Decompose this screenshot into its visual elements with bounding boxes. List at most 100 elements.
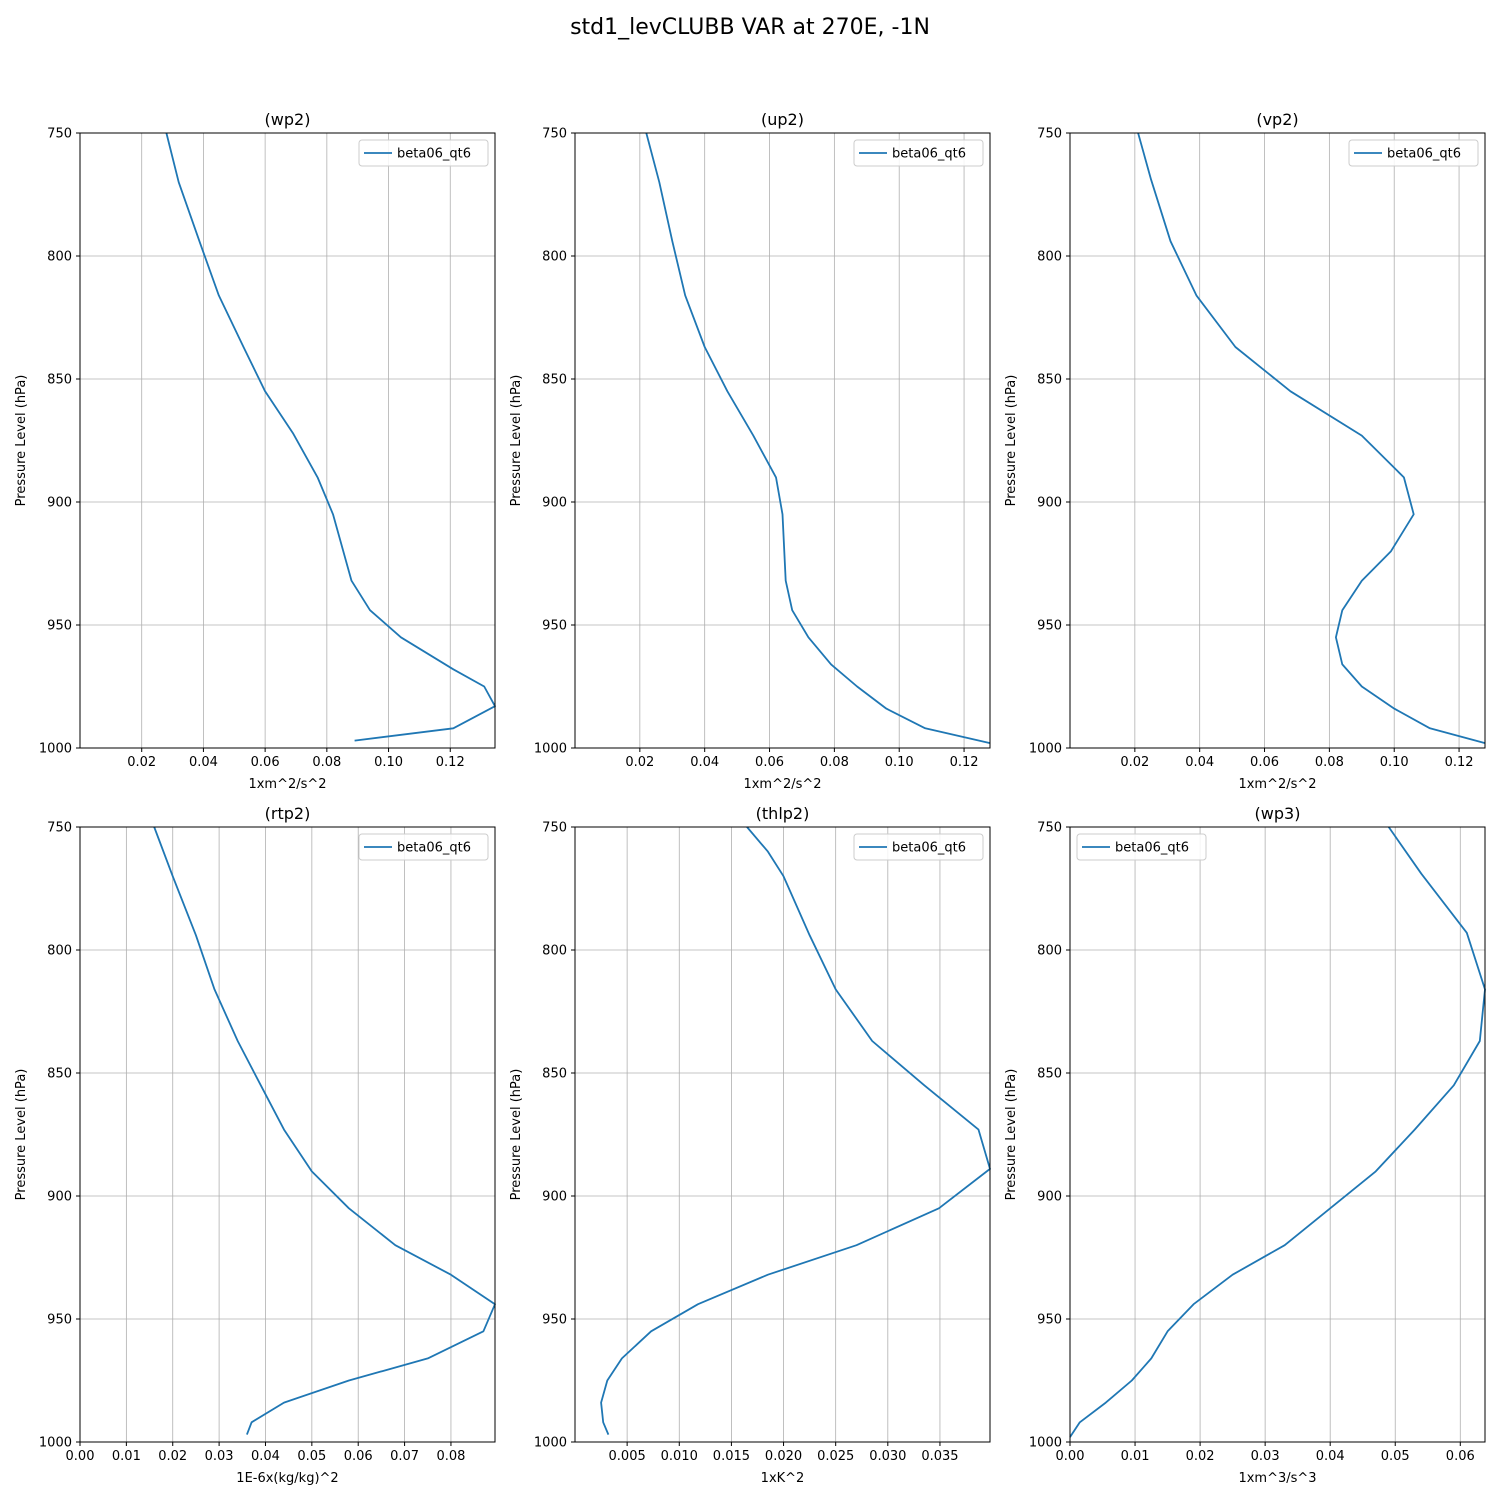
x-tick-label: 0.005 xyxy=(609,1449,646,1464)
x-axis-label: 1xm^2/s^2 xyxy=(1238,777,1316,792)
plot-frame xyxy=(79,826,496,1443)
y-tick-label: 750 xyxy=(542,127,567,142)
y-tick-label: 850 xyxy=(1037,1067,1062,1082)
y-tick-label: 750 xyxy=(1037,821,1062,836)
legend-label: beta06_qt6 xyxy=(397,147,471,162)
y-tick-label: 950 xyxy=(542,619,567,634)
legend-label: beta06_qt6 xyxy=(892,147,966,162)
x-tick-label: 0.06 xyxy=(1446,1449,1475,1464)
x-tick-label: 0.12 xyxy=(950,755,979,770)
x-tick-label: 0.02 xyxy=(1186,1449,1215,1464)
y-tick-label: 850 xyxy=(47,1067,72,1082)
series-line-beta06_qt6 xyxy=(600,826,991,1435)
series-line-beta06_qt6 xyxy=(165,132,496,742)
y-tick-label: 1000 xyxy=(1029,742,1062,757)
x-tick-label: 0.04 xyxy=(251,1449,280,1464)
x-tick-label: 0.10 xyxy=(374,755,403,770)
x-tick-label: 0.015 xyxy=(713,1449,750,1464)
x-tick-label: 0.04 xyxy=(1316,1449,1345,1464)
x-tick-label: 0.08 xyxy=(436,1449,465,1464)
x-tick-label: 0.04 xyxy=(690,755,719,770)
y-tick-label: 1000 xyxy=(534,1436,567,1451)
subplot-5: 0.005 0.010 0.015 0.020 0.025 0.030 0.035 750 80… xyxy=(509,804,991,1486)
legend-box xyxy=(853,139,984,167)
y-tick-label: 800 xyxy=(47,250,72,265)
subplot-title: (up2) xyxy=(761,110,804,129)
legend: beta06_qt6 xyxy=(1348,139,1479,167)
y-axis-label: Pressure Level (hPa) xyxy=(509,375,524,507)
x-tick-label: 0.02 xyxy=(1120,755,1149,770)
series-line-beta06_qt6 xyxy=(645,132,991,744)
series-line-beta06_qt6 xyxy=(1137,132,1486,744)
x-axis-label: 1xm^2/s^2 xyxy=(248,777,326,792)
x-tick-label: 0.00 xyxy=(66,1449,95,1464)
x-tick-label: 0.06 xyxy=(251,755,280,770)
y-tick-label: 850 xyxy=(542,1067,567,1082)
subplot-1: 0.02 0.04 0.06 0.08 0.10 0.12 750 800 850 900 950 1… xyxy=(14,110,496,792)
x-tick-label: 0.04 xyxy=(189,755,218,770)
plot-frame xyxy=(574,826,991,1443)
x-tick-label: 0.030 xyxy=(869,1449,906,1464)
subplot-2: 0.02 0.04 0.06 0.08 0.10 0.12 750 800 850 900 950 1… xyxy=(509,110,991,792)
subplot-title: (rtp2) xyxy=(265,804,311,823)
y-tick-label: 800 xyxy=(1037,944,1062,959)
x-tick-label: 0.01 xyxy=(1121,1449,1150,1464)
y-tick-label: 900 xyxy=(542,1190,567,1205)
legend: beta06_qt6 xyxy=(1076,833,1207,861)
x-tick-label: 0.035 xyxy=(921,1449,958,1464)
y-tick-label: 950 xyxy=(47,619,72,634)
y-tick-label: 900 xyxy=(542,496,567,511)
figure-title: std1_levCLUBB VAR at 270E, -1N xyxy=(570,15,930,40)
x-tick-label: 0.05 xyxy=(297,1449,326,1464)
legend-box xyxy=(358,833,489,861)
subplot-title: (vp2) xyxy=(1256,110,1298,129)
y-tick-label: 1000 xyxy=(39,742,72,757)
y-tick-label: 800 xyxy=(1037,250,1062,265)
y-tick-label: 750 xyxy=(47,821,72,836)
y-tick-label: 950 xyxy=(1037,1313,1062,1328)
x-tick-label: 0.06 xyxy=(755,755,784,770)
x-tick-label: 0.08 xyxy=(312,755,341,770)
series-line-beta06_qt6 xyxy=(153,826,496,1435)
legend-box xyxy=(853,833,984,861)
legend-label: beta06_qt6 xyxy=(1115,841,1189,856)
y-axis-label: Pressure Level (hPa) xyxy=(14,375,29,507)
y-tick-label: 900 xyxy=(1037,1190,1062,1205)
y-tick-label: 800 xyxy=(542,944,567,959)
y-axis-label: Pressure Level (hPa) xyxy=(1004,1069,1019,1201)
y-tick-label: 950 xyxy=(542,1313,567,1328)
x-tick-label: 0.08 xyxy=(1315,755,1344,770)
x-tick-label: 0.02 xyxy=(127,755,156,770)
y-tick-label: 1000 xyxy=(534,742,567,757)
x-tick-label: 0.10 xyxy=(885,755,914,770)
series-line-beta06_qt6 xyxy=(1069,826,1486,1438)
subplot-title: (thlp2) xyxy=(756,804,810,823)
y-tick-label: 950 xyxy=(47,1313,72,1328)
legend: beta06_qt6 xyxy=(358,833,489,861)
subplot-6: 0.00 0.01 0.02 0.03 0.04 0.05 0.06 750 800 850 900… xyxy=(1004,804,1486,1486)
y-tick-label: 750 xyxy=(542,821,567,836)
legend-label: beta06_qt6 xyxy=(1387,147,1461,162)
y-tick-label: 750 xyxy=(1037,127,1062,142)
x-axis-label: 1xK^2 xyxy=(761,1471,805,1486)
y-tick-label: 800 xyxy=(47,944,72,959)
y-tick-label: 900 xyxy=(47,496,72,511)
legend: beta06_qt6 xyxy=(853,833,984,861)
subplot-title: (wp3) xyxy=(1255,804,1301,823)
y-axis-label: Pressure Level (hPa) xyxy=(1004,375,1019,507)
y-tick-label: 1000 xyxy=(39,1436,72,1451)
legend-label: beta06_qt6 xyxy=(892,841,966,856)
x-tick-label: 0.025 xyxy=(817,1449,854,1464)
plot-frame xyxy=(79,132,496,749)
x-tick-label: 0.00 xyxy=(1056,1449,1085,1464)
legend: beta06_qt6 xyxy=(358,139,489,167)
x-tick-label: 0.12 xyxy=(1445,755,1474,770)
y-tick-label: 950 xyxy=(1037,619,1062,634)
x-tick-label: 0.06 xyxy=(1250,755,1279,770)
y-tick-label: 900 xyxy=(47,1190,72,1205)
x-tick-label: 0.05 xyxy=(1381,1449,1410,1464)
y-tick-label: 850 xyxy=(542,373,567,388)
legend-label: beta06_qt6 xyxy=(397,841,471,856)
y-tick-label: 900 xyxy=(1037,496,1062,511)
